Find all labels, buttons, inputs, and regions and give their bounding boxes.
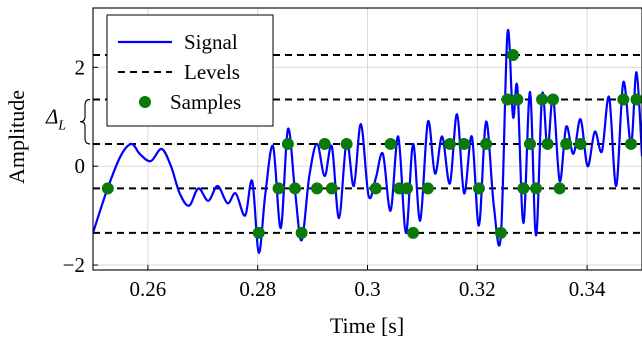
sample-point-33 — [617, 93, 630, 106]
sample-point-13 — [401, 182, 414, 195]
sample-point-8 — [325, 182, 338, 195]
legend-samples-swatch — [139, 96, 151, 108]
sample-point-21 — [501, 93, 514, 106]
axis-ticks: 0.26 0.28 0.3 0.32 0.34 −2 0 2 — [63, 55, 606, 301]
sample-point-25 — [524, 137, 537, 150]
sample-point-24 — [517, 182, 530, 195]
sample-points — [101, 48, 642, 239]
y-tick-label-1: 0 — [75, 154, 86, 178]
sample-point-15 — [421, 182, 434, 195]
sample-point-30 — [553, 182, 566, 195]
delta-l-brace — [79, 98, 91, 145]
sample-point-31 — [560, 137, 573, 150]
sample-point-0 — [101, 182, 114, 195]
legend-levels-label: Levels — [184, 60, 240, 84]
y-tick-label-2: 2 — [75, 55, 86, 79]
sample-point-22 — [506, 48, 519, 61]
sample-point-23 — [511, 93, 524, 106]
x-tick-label-1: 0.28 — [239, 277, 276, 301]
sample-point-35 — [630, 93, 642, 106]
sample-point-28 — [541, 137, 554, 150]
sample-point-27 — [536, 93, 549, 106]
sample-point-34 — [625, 137, 638, 150]
y-tick-label-0: −2 — [63, 253, 85, 277]
x-tick-label-3: 0.32 — [459, 277, 496, 301]
sample-point-4 — [289, 182, 302, 195]
sample-point-32 — [574, 137, 587, 150]
sample-point-10 — [369, 182, 382, 195]
sample-point-26 — [530, 182, 543, 195]
sample-point-7 — [318, 137, 331, 150]
sample-point-16 — [443, 137, 456, 150]
sample-point-19 — [480, 137, 493, 150]
sample-point-20 — [494, 226, 507, 239]
delta-l-main: Δ — [45, 105, 58, 129]
sample-point-18 — [472, 182, 485, 195]
sample-point-6 — [310, 182, 323, 195]
sample-point-29 — [547, 93, 560, 106]
sample-point-14 — [407, 226, 420, 239]
delta-l-label: ΔL — [45, 105, 66, 134]
sample-point-1 — [252, 226, 265, 239]
sample-point-11 — [384, 137, 397, 150]
legend-samples-label: Samples — [170, 90, 241, 114]
sample-point-2 — [272, 182, 285, 195]
sample-point-17 — [458, 137, 471, 150]
sample-point-3 — [281, 137, 294, 150]
legend-signal-label: Signal — [184, 30, 238, 54]
x-tick-label-2: 0.3 — [354, 277, 380, 301]
signal-line — [93, 28, 642, 254]
legend: Signal Levels Samples — [106, 14, 274, 127]
x-tick-label-4: 0.34 — [569, 277, 606, 301]
sample-point-9 — [340, 137, 353, 150]
x-axis-label: Time [s] — [330, 313, 404, 338]
delta-l-sub: L — [57, 119, 66, 134]
sample-point-5 — [295, 226, 308, 239]
delta-l-annotation: ΔL — [45, 98, 91, 145]
x-tick-label-0: 0.26 — [130, 277, 167, 301]
y-axis-label: Amplitude — [4, 90, 29, 184]
